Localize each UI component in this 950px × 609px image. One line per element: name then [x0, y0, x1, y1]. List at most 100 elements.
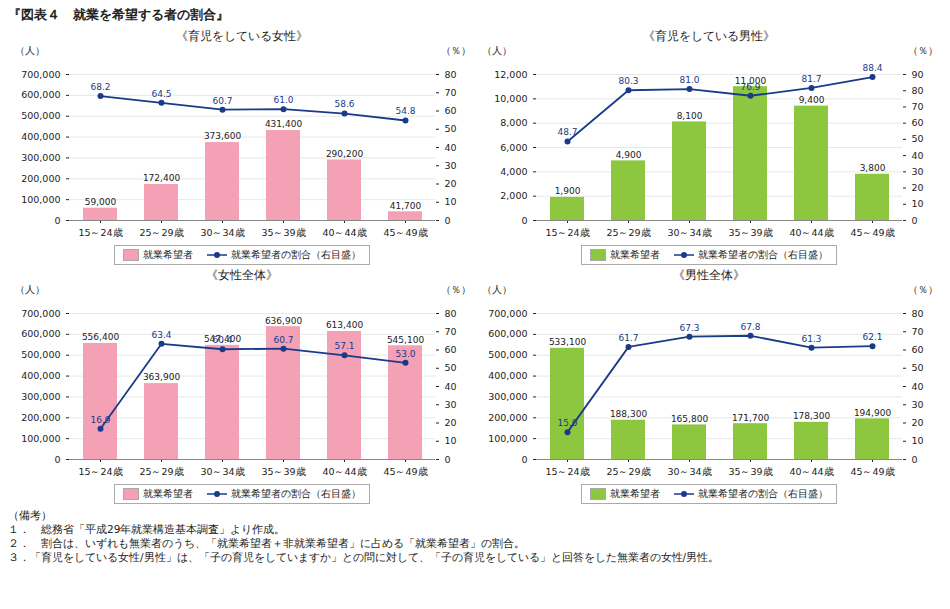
svg-text:4,900: 4,900	[615, 150, 641, 160]
svg-text:172,400: 172,400	[142, 173, 179, 183]
svg-text:61.7: 61.7	[618, 333, 638, 343]
svg-text:3,800: 3,800	[859, 163, 885, 173]
svg-text:53.0: 53.0	[395, 349, 415, 359]
svg-text:8,100: 8,100	[676, 111, 702, 121]
svg-text:（人）: （人）	[481, 284, 511, 295]
svg-text:40: 40	[444, 142, 456, 153]
svg-text:70: 70	[444, 326, 456, 337]
svg-text:88.4: 88.4	[862, 63, 882, 73]
svg-text:10: 10	[444, 435, 456, 446]
svg-text:40: 40	[444, 381, 456, 392]
svg-text:533,100: 533,100	[548, 337, 585, 347]
svg-text:15～24歳: 15～24歳	[78, 466, 122, 477]
svg-text:45～49歳: 45～49歳	[850, 227, 894, 238]
svg-text:290,200: 290,200	[325, 149, 362, 159]
svg-text:60: 60	[911, 117, 923, 128]
svg-text:200,000: 200,000	[21, 412, 60, 423]
svg-text:556,400: 556,400	[81, 332, 118, 342]
svg-text:50: 50	[444, 362, 456, 373]
svg-text:100,000: 100,000	[21, 433, 60, 444]
svg-text:15～24歳: 15～24歳	[78, 227, 122, 238]
svg-text:（％）: （％）	[440, 45, 470, 56]
svg-text:100,000: 100,000	[488, 433, 527, 444]
svg-text:400,000: 400,000	[21, 370, 60, 381]
svg-text:600,000: 600,000	[21, 328, 60, 339]
svg-text:30～34歳: 30～34歳	[667, 466, 711, 477]
svg-text:20: 20	[911, 182, 923, 193]
svg-text:（人）: （人）	[14, 45, 44, 56]
svg-text:10: 10	[444, 196, 456, 207]
svg-text:9,400: 9,400	[798, 95, 824, 105]
svg-text:500,000: 500,000	[21, 110, 60, 121]
svg-text:60: 60	[444, 344, 456, 355]
svg-text:40～44歳: 40～44歳	[322, 227, 366, 238]
svg-text:40: 40	[911, 150, 923, 161]
svg-text:178,300: 178,300	[792, 411, 829, 421]
svg-text:613,400: 613,400	[325, 320, 362, 330]
svg-text:40～44歳: 40～44歳	[322, 466, 366, 477]
svg-text:60.7: 60.7	[212, 96, 232, 106]
svg-text:15～24歳: 15～24歳	[545, 466, 589, 477]
svg-text:363,900: 363,900	[142, 372, 179, 382]
svg-text:67.3: 67.3	[679, 323, 699, 333]
svg-text:8,000: 8,000	[500, 117, 527, 128]
svg-text:25～29歳: 25～29歳	[606, 466, 650, 477]
svg-text:60.7: 60.7	[273, 335, 293, 345]
svg-text:300,000: 300,000	[488, 391, 527, 402]
svg-text:90: 90	[911, 69, 923, 80]
svg-text:80: 80	[911, 85, 923, 96]
svg-text:16.9: 16.9	[90, 415, 110, 425]
svg-text:70: 70	[911, 326, 923, 337]
svg-text:30: 30	[444, 399, 456, 410]
svg-text:59,000: 59,000	[84, 197, 116, 207]
svg-text:300,000: 300,000	[21, 391, 60, 402]
svg-text:61.3: 61.3	[801, 334, 821, 344]
svg-text:0: 0	[54, 215, 60, 226]
svg-text:35～39歳: 35～39歳	[261, 227, 305, 238]
svg-text:0: 0	[54, 454, 60, 465]
svg-text:25～29歳: 25～29歳	[139, 227, 183, 238]
svg-text:1,900: 1,900	[554, 186, 580, 196]
svg-text:70: 70	[444, 87, 456, 98]
svg-text:30～34歳: 30～34歳	[667, 227, 711, 238]
svg-text:40: 40	[911, 381, 923, 392]
svg-text:41,700: 41,700	[389, 201, 421, 211]
svg-text:30～34歳: 30～34歳	[200, 227, 244, 238]
svg-text:45～49歳: 45～49歳	[383, 227, 427, 238]
svg-text:60: 60	[911, 344, 923, 355]
svg-text:（人）: （人）	[14, 284, 44, 295]
svg-text:10: 10	[911, 435, 923, 446]
svg-text:12,000: 12,000	[494, 69, 527, 80]
svg-text:15～24歳: 15～24歳	[545, 227, 589, 238]
svg-text:57.1: 57.1	[334, 341, 354, 351]
svg-text:（％）: （％）	[907, 284, 937, 295]
svg-text:35～39歳: 35～39歳	[728, 466, 772, 477]
svg-text:0: 0	[444, 215, 450, 226]
svg-text:636,900: 636,900	[264, 316, 301, 326]
svg-text:11,000: 11,000	[734, 76, 766, 86]
svg-text:373,600: 373,600	[203, 131, 240, 141]
svg-text:（％）: （％）	[907, 45, 937, 56]
svg-text:10,000: 10,000	[494, 93, 527, 104]
svg-text:10: 10	[911, 198, 923, 209]
svg-text:500,000: 500,000	[488, 349, 527, 360]
svg-text:0: 0	[911, 215, 917, 226]
svg-text:547,400: 547,400	[203, 334, 240, 344]
svg-text:（人）: （人）	[481, 45, 511, 56]
svg-text:600,000: 600,000	[488, 328, 527, 339]
svg-text:100,000: 100,000	[21, 194, 60, 205]
svg-text:171,700: 171,700	[731, 413, 768, 423]
svg-text:50: 50	[911, 362, 923, 373]
svg-text:80: 80	[444, 308, 456, 319]
svg-text:62.1: 62.1	[862, 332, 882, 342]
svg-text:60: 60	[444, 105, 456, 116]
svg-text:50: 50	[911, 133, 923, 144]
svg-text:81.0: 81.0	[679, 75, 699, 85]
svg-text:80: 80	[444, 69, 456, 80]
svg-text:30: 30	[444, 160, 456, 171]
svg-text:40～44歳: 40～44歳	[789, 227, 833, 238]
svg-text:0: 0	[521, 215, 527, 226]
svg-text:6,000: 6,000	[500, 142, 527, 153]
svg-text:60.4: 60.4	[212, 335, 232, 345]
svg-text:67.8: 67.8	[740, 322, 760, 332]
